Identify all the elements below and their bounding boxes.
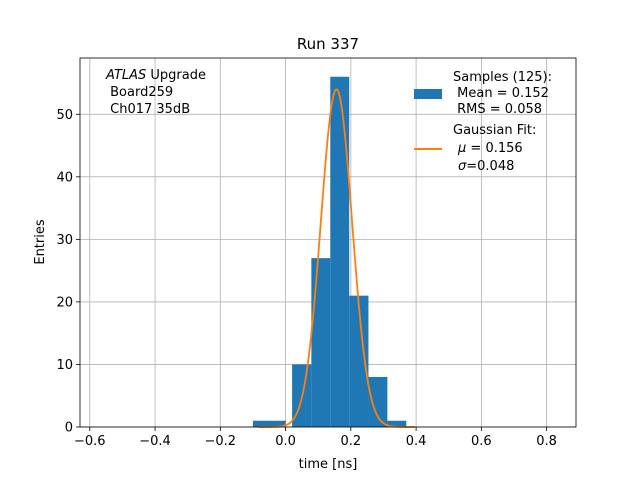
histogram-bar <box>311 258 331 427</box>
x-tick-label: −0.6 <box>74 434 106 449</box>
legend-sigma-value: =0.048 <box>466 159 514 174</box>
legend-mu-value: = 0.156 <box>466 141 522 156</box>
legend-fit-title: Gaussian Fit: <box>453 123 536 138</box>
gaussian-fit-curve <box>258 88 415 428</box>
legend: Samples (125): Mean = 0.152 RMS = 0.058 … <box>414 70 552 174</box>
y-tick-label: 40 <box>56 170 73 185</box>
legend-sigma-symbol: σ <box>458 159 467 174</box>
x-tick-label: 0.0 <box>275 434 296 449</box>
plot-frame <box>79 57 577 428</box>
x-tick-label: 0.6 <box>471 434 492 449</box>
x-axis-label: time [ns] <box>299 457 358 472</box>
y-axis-label: Entries <box>33 219 48 265</box>
x-tick-label: 0.4 <box>406 434 427 449</box>
legend-samples-title: Samples (125): <box>453 70 552 85</box>
histogram-bar <box>368 376 388 427</box>
annotation-atlas: ATLAS <box>105 68 146 83</box>
histogram-bar <box>349 295 369 427</box>
y-tick-label: 30 <box>56 233 73 248</box>
histogram-bar <box>252 420 286 427</box>
y-tick-label: 10 <box>56 358 73 373</box>
annotation-line-2: Board259 <box>106 85 173 100</box>
annotation-line-1: ATLAS Upgrade <box>105 68 206 83</box>
histogram-bar <box>387 420 407 427</box>
x-tick-label: 0.8 <box>536 434 557 449</box>
atlas-annotation: ATLAS Upgrade Board259 Ch017 35dB <box>105 68 206 117</box>
axis-ticks: −0.6 −0.4 −0.2 0.0 0.2 0.4 0.6 0.8 0 10 20 30 40 50 <box>56 108 557 449</box>
x-tick-label: 0.2 <box>340 434 361 449</box>
x-tick-label: −0.4 <box>139 434 171 449</box>
legend-samples-rms: RMS = 0.058 <box>453 102 542 117</box>
x-tick-label: −0.2 <box>205 434 237 449</box>
chart-title: Run 337 <box>297 35 359 53</box>
legend-samples-mean: Mean = 0.152 <box>453 86 549 101</box>
annotation-line-3: Ch017 35dB <box>106 102 190 117</box>
legend-fit-sigma: σ=0.048 <box>458 159 514 174</box>
annotation-upgrade: Upgrade <box>146 68 206 83</box>
gaussian-fit-layer <box>258 88 415 428</box>
legend-fit-mu: μ = 0.156 <box>457 141 523 156</box>
y-tick-label: 20 <box>56 295 73 310</box>
y-tick-label: 50 <box>56 108 73 123</box>
y-tick-label: 0 <box>65 421 73 436</box>
legend-mu-symbol: μ <box>457 141 466 156</box>
histogram-bar <box>330 76 350 428</box>
legend-samples-patch <box>414 89 442 99</box>
